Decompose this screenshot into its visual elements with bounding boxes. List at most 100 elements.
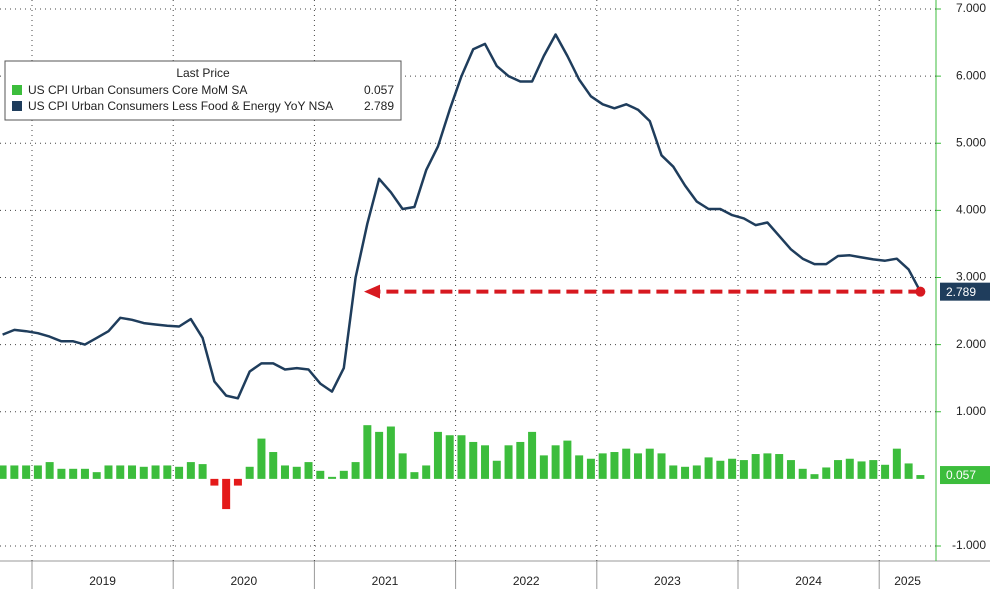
arrow-head: [364, 284, 380, 299]
bar: [528, 431, 537, 479]
legend-swatch: [12, 101, 22, 111]
legend-title: Last Price: [176, 66, 230, 80]
bar: [45, 462, 54, 479]
legend-value: 2.789: [364, 99, 394, 113]
bar: [775, 454, 784, 479]
y-tick-label: 1.000: [956, 404, 986, 418]
bar: [834, 460, 843, 479]
bar: [633, 453, 642, 479]
bar: [704, 457, 713, 479]
bar: [139, 466, 148, 479]
bar: [892, 448, 901, 479]
bar: [551, 445, 560, 479]
last-value-tag: [940, 282, 990, 301]
x-tick-label: 2025: [894, 574, 921, 588]
bar: [92, 472, 101, 479]
bar: [433, 431, 442, 479]
bar: [0, 465, 7, 479]
bar: [681, 466, 690, 479]
bar: [69, 468, 78, 479]
bar: [539, 455, 548, 479]
bar: [363, 425, 372, 479]
bar: [163, 465, 172, 479]
bar: [645, 448, 654, 479]
bar: [728, 458, 737, 479]
bar: [328, 476, 337, 479]
bar: [916, 475, 925, 479]
legend-label: US CPI Urban Consumers Less Food & Energ…: [28, 99, 333, 113]
y-tick-label: 4.000: [956, 203, 986, 217]
last-value-label: 2.789: [946, 285, 976, 299]
bar: [280, 465, 289, 479]
bar: [410, 472, 419, 479]
bar: [904, 463, 913, 479]
x-tick-label: 2021: [372, 574, 399, 588]
bar: [575, 455, 584, 479]
legend-value: 0.057: [364, 83, 394, 97]
legend: Last Price US CPI Urban Consumers Core M…: [4, 60, 402, 121]
bar: [104, 465, 113, 479]
y-tick-label: 6.000: [956, 68, 986, 82]
bar: [845, 458, 854, 479]
bar: [339, 470, 348, 479]
bar: [622, 448, 631, 479]
bar: [257, 438, 266, 479]
bar: [810, 474, 819, 479]
bar: [304, 462, 313, 479]
bar: [116, 465, 125, 479]
y-tick-label: -1.000: [952, 538, 986, 552]
bar: [33, 465, 42, 479]
bar: [22, 465, 31, 479]
bar: [245, 466, 254, 479]
bar: [351, 462, 360, 479]
bar: [716, 460, 725, 479]
bar: [210, 478, 219, 486]
bar: [269, 452, 278, 479]
bar: [80, 468, 89, 479]
bar: [610, 452, 619, 479]
bar: [657, 453, 666, 479]
bar: [516, 441, 525, 479]
bar: [786, 460, 795, 479]
bar: [798, 468, 807, 479]
bar: [316, 470, 325, 479]
bar: [669, 465, 678, 479]
bar: [481, 445, 490, 479]
bar: [233, 478, 242, 486]
y-tick-label: 7.000: [956, 1, 986, 15]
bar: [869, 460, 878, 479]
bar: [186, 462, 195, 479]
y-tick-label: 3.000: [956, 270, 986, 284]
bar: [504, 445, 513, 479]
bar: [692, 465, 701, 479]
bar: [57, 468, 66, 479]
bar: [10, 465, 19, 479]
bar: [292, 466, 301, 479]
bar: [128, 465, 137, 479]
line: [2, 33, 922, 400]
bar: [445, 435, 454, 479]
x-tick-label: 2022: [513, 574, 540, 588]
bar: [822, 467, 831, 479]
bar: [469, 441, 478, 479]
x-tick-label: 2020: [230, 574, 257, 588]
bar: [598, 453, 607, 479]
bar: [151, 465, 160, 479]
bar: [739, 460, 748, 479]
bar: [386, 426, 395, 479]
bar: [586, 458, 595, 479]
annotation-dot: [915, 286, 926, 297]
x-tick-label: 2023: [654, 574, 681, 588]
bar: [375, 431, 384, 479]
legend-swatch: [12, 85, 22, 95]
legend-box: [4, 60, 402, 121]
bar: [563, 440, 572, 479]
y-tick-label: 2.000: [956, 337, 986, 351]
x-tick-label: 2024: [795, 574, 822, 588]
y-tick-label: 5.000: [956, 135, 986, 149]
bar: [422, 465, 431, 479]
bar: [751, 454, 760, 479]
bar: [222, 478, 231, 510]
bar: [175, 466, 184, 479]
